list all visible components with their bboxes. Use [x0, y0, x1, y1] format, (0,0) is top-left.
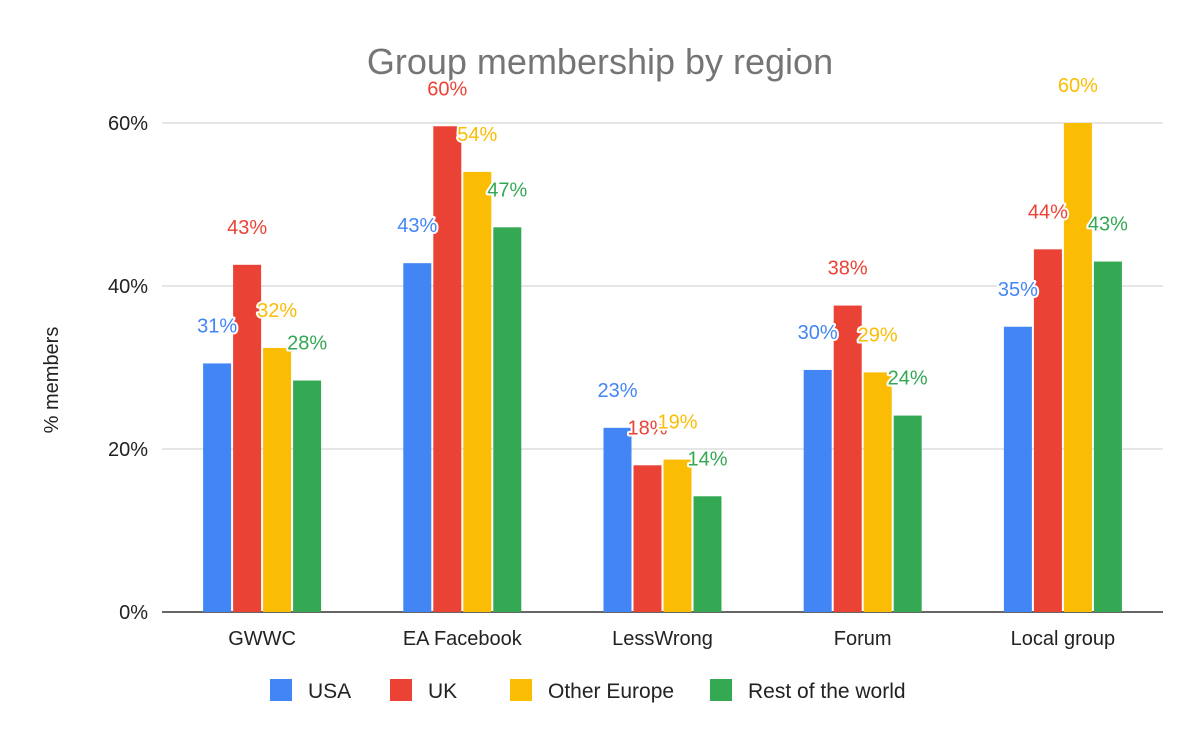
data-label: 38% — [828, 258, 868, 280]
bar-usa — [1003, 326, 1032, 612]
bar-usa — [803, 369, 832, 612]
legend-label: Rest of the world — [748, 680, 906, 703]
bar-rest-of-the-world — [293, 380, 322, 612]
x-axis-ticks: GWWC EA Facebook LessWrong Forum Local group — [228, 628, 1115, 650]
data-label: 43% — [227, 217, 267, 239]
legend: USA UK Other Europe Rest of the world — [270, 679, 906, 703]
data-labels: 31% 43% 32% 28% 43% 60% 54% 47% 23% 18%19% 14% 30% 3… — [195, 73, 1130, 472]
data-label: 43% — [1088, 214, 1128, 236]
legend-label: USA — [308, 680, 351, 703]
bar-rest-of-the-world — [893, 415, 922, 612]
y-tick-label: 60% — [108, 113, 148, 135]
bar-other-europe — [1063, 123, 1092, 612]
x-tick-label: Local group — [1011, 628, 1116, 650]
y-tick-label: 0% — [119, 602, 148, 624]
bar-rest-of-the-world — [1093, 261, 1122, 612]
bar-other-europe — [463, 171, 492, 612]
data-label: 60% — [427, 78, 467, 100]
bar-other-europe — [263, 347, 292, 612]
bar-rest-of-the-world — [693, 496, 722, 612]
bar-uk — [233, 264, 262, 612]
data-label: 31% — [197, 315, 237, 337]
y-tick-label: 20% — [108, 439, 148, 461]
legend-swatch — [710, 679, 732, 701]
gridlines: 0% 20% 40% 60% — [108, 113, 1163, 624]
bar-other-europe — [663, 459, 692, 612]
y-axis-label: % members — [41, 327, 63, 434]
x-tick-label: LessWrong — [612, 628, 713, 650]
x-tick-label: GWWC — [228, 628, 296, 650]
data-label: 28% — [287, 333, 327, 355]
data-label: 30% — [798, 322, 838, 344]
legend-label: Other Europe — [548, 680, 674, 703]
data-label: 24% — [888, 368, 928, 390]
bar-uk — [1033, 249, 1062, 612]
bar-usa — [403, 263, 432, 612]
bar-other-europe — [863, 372, 892, 612]
data-label: 47% — [487, 179, 527, 201]
legend-label: UK — [428, 680, 457, 703]
data-label: 60% — [1058, 75, 1098, 97]
bar-usa — [203, 363, 232, 612]
x-tick-label: Forum — [834, 628, 892, 650]
data-label: 14% — [687, 448, 727, 470]
bar-uk — [633, 465, 662, 612]
data-label: 19% — [657, 412, 697, 434]
bar-uk — [833, 305, 862, 612]
legend-swatch — [390, 679, 412, 701]
bar-rest-of-the-world — [493, 227, 522, 612]
data-label: 43% — [397, 215, 437, 237]
y-tick-label: 40% — [108, 276, 148, 298]
data-label: 35% — [998, 279, 1038, 301]
data-label: 29% — [858, 324, 898, 346]
legend-swatch — [510, 679, 532, 701]
bar-usa — [603, 427, 632, 612]
data-label: 23% — [597, 380, 637, 402]
chart-title: Group membership by region — [367, 41, 833, 82]
data-label: 54% — [457, 124, 497, 146]
data-label: 18% — [627, 417, 667, 439]
data-label: 44% — [1028, 201, 1068, 223]
bars — [203, 123, 1122, 612]
data-label: 32% — [257, 300, 297, 322]
x-tick-label: EA Facebook — [403, 628, 523, 650]
bar-uk — [433, 126, 462, 612]
legend-swatch — [270, 679, 292, 701]
